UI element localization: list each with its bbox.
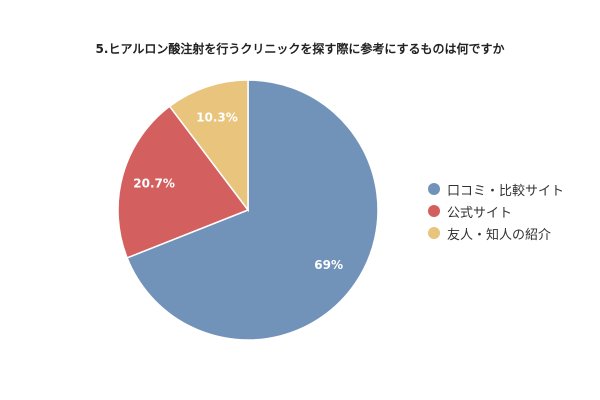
legend-item-reviews-comparison-sites: 口コミ・比較サイト [428, 178, 564, 200]
pie-slice-reviews-comparison-sites [126, 79, 379, 341]
slice-label-official-site: 20.7% [133, 177, 175, 191]
legend-swatch [428, 227, 440, 239]
legend-label: 公式サイト [447, 205, 513, 221]
slice-label-friend-referral: 10.3% [196, 111, 238, 125]
legend-swatch [428, 183, 440, 195]
pie-slices [117, 79, 379, 341]
legend-item-official-site: 公式サイト [428, 200, 564, 222]
legend-swatch [428, 205, 440, 217]
legend-label: 口コミ・比較サイト [447, 183, 565, 199]
pie-slice-official-site [117, 105, 250, 259]
legend-item-friend-referral: 友人・知人の紹介 [428, 222, 564, 244]
legend: 口コミ・比較サイト 公式サイト友人・知人の紹介 [428, 178, 564, 244]
chart-title: 5.ヒアルロン酸注射を行うクリニックを探す際に参考にするものは何ですか [95, 42, 505, 56]
pie-slice-friend-referral [168, 79, 249, 213]
slice-label-reviews-comparison-sites: 69% [314, 258, 343, 272]
pie-slice-labels: 69% 20.7% 10.3% [133, 111, 343, 272]
legend-label: 友人・知人の紹介 [447, 227, 552, 243]
